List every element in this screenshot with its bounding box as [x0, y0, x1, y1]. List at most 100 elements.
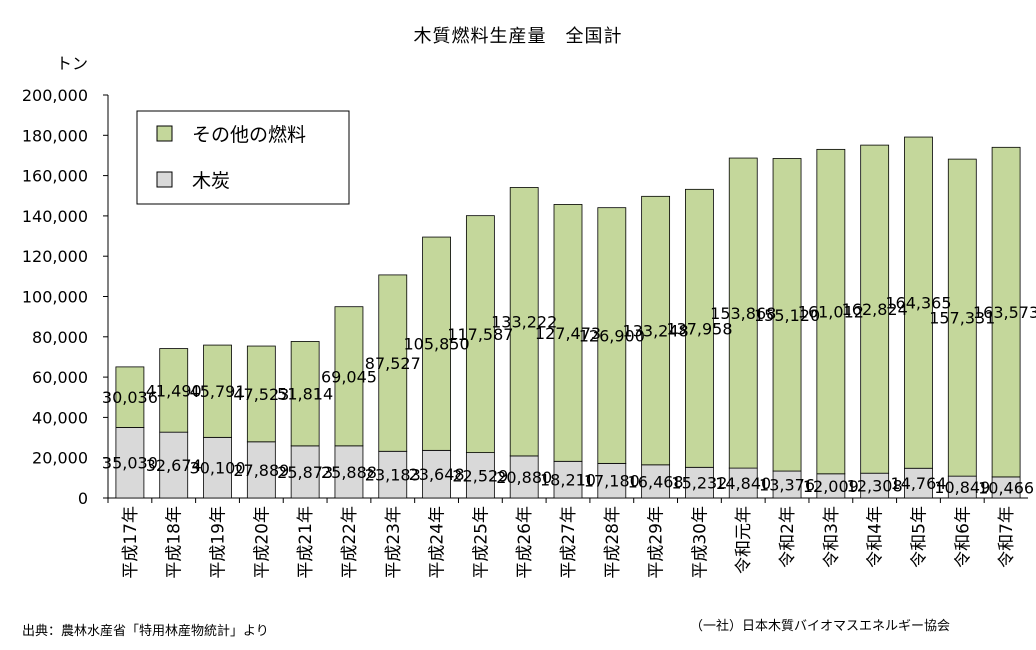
bar-other-fuel-5: [290, 341, 320, 447]
x-tick-label: 令和元年: [734, 506, 754, 574]
bar-other-fuel-18: [860, 144, 890, 474]
y-axis-unit-label: トン: [56, 54, 89, 73]
data-label-charcoal: 23,648: [409, 465, 465, 484]
x-tick-label: 令和7年: [997, 506, 1017, 568]
bar-charcoal-19: [904, 467, 933, 499]
y-tick-label: 180,000: [22, 126, 88, 145]
data-label-charcoal: 14,764: [890, 474, 946, 493]
bar-charcoal-3: [203, 436, 232, 499]
y-tick-label: 0: [78, 489, 88, 508]
data-label-charcoal: 18,210: [540, 471, 596, 490]
bar-other-fuel-2: [159, 348, 189, 433]
bar-charcoal-16: [772, 470, 802, 499]
bar-other-fuel-11: [553, 204, 583, 462]
bar-other-fuel-17: [816, 148, 846, 475]
data-label-other-fuel: 41,490: [146, 381, 202, 400]
bar-charcoal-5: [290, 445, 320, 499]
bar-other-fuel-4: [246, 345, 276, 443]
x-tick-label: 令和5年: [909, 506, 929, 568]
data-label-charcoal: 25,888: [321, 463, 377, 482]
bar-charcoal-13: [641, 464, 671, 499]
data-label-charcoal: 17,180: [584, 472, 640, 491]
data-label-other-fuel: 164,365: [885, 294, 951, 313]
x-axis-labels: 平成17年 平成18年 平成19年 平成20年 平成21年 平成22年 平成23年 平成24年…: [107, 498, 1017, 579]
bar-other-fuel-1: [115, 366, 145, 428]
data-label-other-fuel: 161,012: [798, 303, 864, 322]
x-tick-label: 平成17年: [121, 506, 141, 579]
legend: その他の燃料 木炭: [136, 110, 350, 205]
data-label-other-fuel: 47,523: [233, 385, 289, 404]
x-tick-label: 令和3年: [822, 506, 842, 568]
bar-other-fuel-19: [904, 136, 933, 469]
x-tick-label: 平成20年: [252, 506, 272, 579]
data-label-other-fuel: 163,573: [973, 303, 1036, 322]
bar-charcoal-11: [553, 460, 583, 499]
x-tick-label: 平成19年: [209, 506, 229, 579]
bar-charcoal-6: [334, 445, 364, 499]
bar-other-fuel-3: [203, 344, 232, 438]
x-tick-label: 平成27年: [559, 506, 579, 579]
data-label-charcoal: 30,100: [190, 459, 246, 478]
data-label-charcoal: 12,009: [803, 477, 859, 496]
y-tick-label: 100,000: [22, 288, 88, 307]
x-tick-label: 平成21年: [296, 506, 316, 579]
y-tick-label: 200,000: [22, 86, 88, 105]
data-label-other-fuel: 133,222: [491, 313, 557, 332]
x-tick-label: 平成18年: [165, 506, 185, 579]
bar-other-fuel-20: [947, 158, 977, 477]
data-label-group: 35,030 30,036 32,674 41,490 30,100 45,791 27,8…: [102, 294, 1036, 498]
bar-charcoal-8: [422, 449, 451, 499]
y-tick-label: 20,000: [32, 449, 88, 468]
x-tick-label: 平成23年: [384, 506, 404, 579]
data-label-other-fuel: 105,850: [403, 335, 469, 354]
bar-group: [115, 136, 1021, 499]
data-label-other-fuel: 153,868: [710, 304, 776, 323]
data-label-charcoal: 32,674: [146, 456, 202, 475]
bar-other-fuel-21: [991, 146, 1021, 478]
bar-other-fuel-7: [378, 274, 408, 452]
legend-label-other-fuel: その他の燃料: [192, 124, 306, 146]
bar-charcoal-10: [509, 455, 539, 499]
data-label-other-fuel: 69,045: [321, 367, 377, 386]
y-tick-label: 60,000: [32, 368, 88, 387]
x-tick-label: 平成24年: [428, 506, 448, 579]
data-label-other-fuel: 162,824: [842, 300, 908, 319]
bar-other-fuel-8: [422, 236, 451, 451]
x-tick-label: 令和4年: [866, 506, 886, 568]
chart-title: 木質燃料生産量 全国計: [413, 26, 623, 47]
bar-other-fuel-13: [641, 195, 671, 466]
bar-other-fuel-14: [685, 188, 714, 468]
data-label-charcoal: 10,466: [978, 478, 1034, 497]
data-label-charcoal: 23,183: [365, 466, 421, 485]
data-label-charcoal: 13,376: [759, 476, 815, 495]
data-label-charcoal: 25,873: [277, 463, 333, 482]
data-label-other-fuel: 87,527: [365, 354, 421, 373]
data-label-other-fuel: 117,587: [447, 325, 513, 344]
x-tick-label: 令和6年: [953, 506, 973, 568]
data-label-charcoal: 35,030: [102, 454, 158, 473]
x-tick-label: 平成25年: [471, 506, 491, 579]
data-label-other-fuel: 155,120: [754, 306, 820, 325]
data-label-other-fuel: 45,791: [190, 382, 246, 401]
data-label-charcoal: 12,308: [847, 477, 903, 496]
x-tick-label: 平成30年: [690, 506, 710, 579]
data-label-other-fuel: 126,900: [579, 327, 645, 346]
bar-charcoal-9: [465, 452, 495, 499]
data-label-charcoal: 15,232: [671, 474, 727, 493]
data-label-charcoal: 14,840: [715, 474, 771, 493]
data-label-other-fuel: 133,248: [623, 322, 689, 341]
data-label-charcoal: 27,889: [233, 461, 289, 480]
bar-charcoal-17: [816, 473, 846, 499]
x-tick-label: 平成28年: [603, 506, 623, 579]
x-tick-label: 令和2年: [778, 506, 798, 568]
legend-label-charcoal: 木炭: [192, 170, 230, 192]
legend-swatch-charcoal: [156, 171, 173, 188]
bar-other-fuel-15: [728, 157, 758, 469]
y-tick-label: 160,000: [22, 167, 88, 186]
bar-charcoal-7: [378, 450, 408, 499]
y-tick-label: 140,000: [22, 207, 88, 226]
bar-charcoal-1: [115, 427, 145, 499]
data-label-other-fuel: 51,814: [277, 385, 333, 404]
bar-other-fuel-16: [772, 158, 802, 472]
